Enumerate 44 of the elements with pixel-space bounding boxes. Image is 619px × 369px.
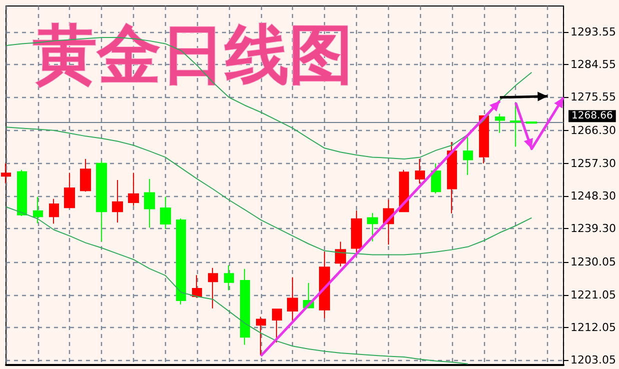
candlestick xyxy=(112,180,123,223)
y-tick-label: 1221.05 xyxy=(570,288,616,302)
candlestick xyxy=(80,158,91,192)
y-tick-label: 1230.05 xyxy=(570,256,616,269)
candlestick xyxy=(510,102,521,148)
line-series xyxy=(6,206,468,364)
candlestick xyxy=(208,267,218,309)
candlestick xyxy=(192,274,202,298)
candlestick xyxy=(495,113,505,134)
candlestick xyxy=(415,158,425,184)
y-tick-label: 1212.05 xyxy=(570,320,616,334)
candlestick xyxy=(144,178,155,228)
candlestick xyxy=(17,169,27,216)
y-tick-label: 1284.55 xyxy=(570,58,616,72)
y-tick-label: 1203.05 xyxy=(570,354,616,367)
candlestick xyxy=(33,196,43,224)
y-tick-label: 1239.30 xyxy=(570,222,616,236)
candlestick xyxy=(256,316,266,356)
candlestick xyxy=(160,196,171,230)
candlestick xyxy=(319,251,330,319)
ref-line-label: 1268.66 xyxy=(572,110,613,122)
candlestick xyxy=(96,160,107,242)
y-tick-label: 1257.30 xyxy=(570,156,616,170)
candlestick xyxy=(272,308,282,344)
y-tick-label: 1293.55 xyxy=(570,25,616,38)
candlestick xyxy=(64,172,75,208)
candlestick xyxy=(351,210,362,254)
candlestick xyxy=(128,172,139,206)
candlestick xyxy=(240,268,250,346)
candlestick xyxy=(335,241,346,267)
candlestick xyxy=(479,115,489,164)
candlestick xyxy=(431,162,441,194)
candlestick xyxy=(463,134,473,176)
candlestick xyxy=(367,212,378,242)
candlestick xyxy=(224,264,234,291)
line-series xyxy=(6,126,532,256)
candlestick xyxy=(1,162,11,184)
candlestick xyxy=(399,169,409,212)
candlestick xyxy=(49,198,59,224)
y-tick-label: 1275.55 xyxy=(570,90,616,104)
y-tick-label: 1266.30 xyxy=(570,124,616,138)
candlestick xyxy=(447,141,457,214)
candlestick xyxy=(176,218,186,305)
y-tick-label: 1248.30 xyxy=(570,190,616,203)
